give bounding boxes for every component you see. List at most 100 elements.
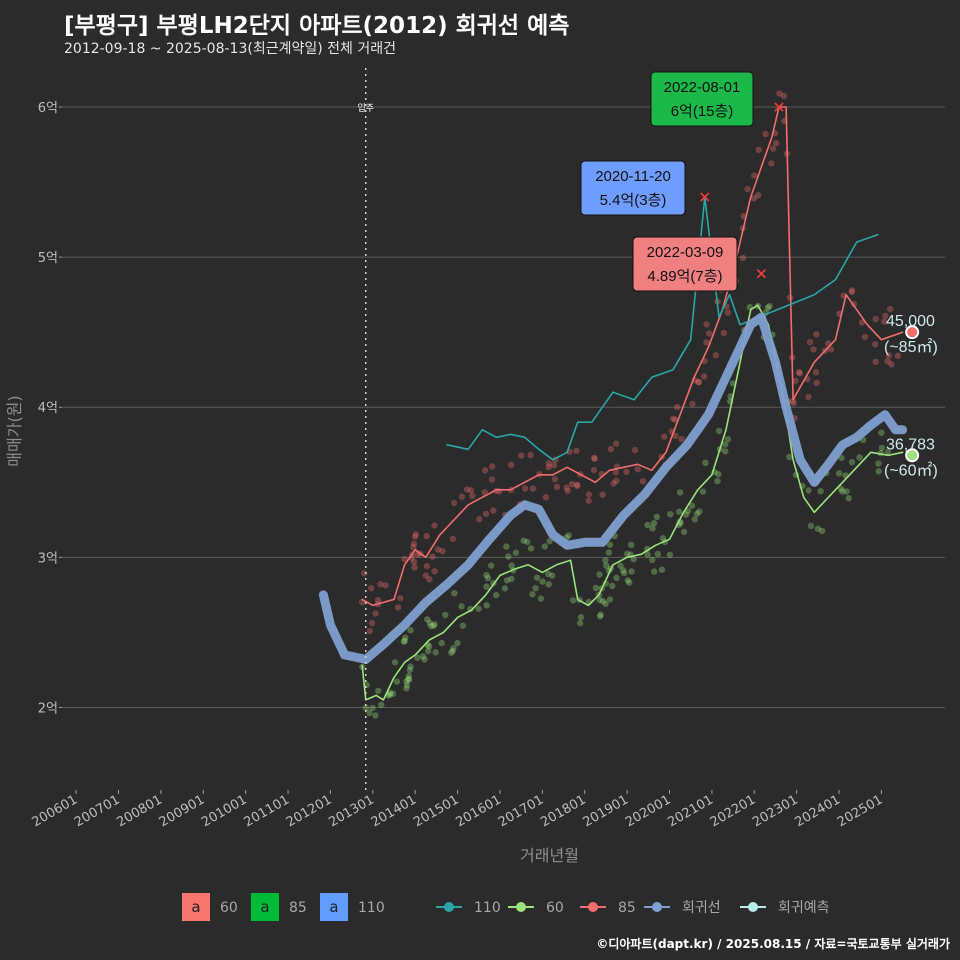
- scatter-point-85: [361, 570, 368, 577]
- scatter-point-60: [438, 639, 445, 647]
- scatter-point-85: [439, 547, 446, 555]
- scatter-point-60: [529, 591, 536, 598]
- scatter-point-60: [458, 603, 465, 610]
- scatter-point-60: [680, 528, 688, 536]
- forecast-point-85: [905, 325, 920, 340]
- scatter-point-60: [624, 550, 631, 557]
- y-axis-title: 매매가(원): [5, 395, 24, 466]
- legend-fill-swatch-60: [182, 893, 210, 921]
- legend-dot-85: [588, 902, 598, 912]
- scatter-point-85: [463, 486, 471, 493]
- scatter-point-60: [475, 605, 482, 612]
- scatter-point-60: [508, 562, 515, 569]
- scatter-point-85: [429, 553, 436, 560]
- callout-date-0: 2022-08-01: [664, 79, 741, 96]
- scatter-point-60: [403, 678, 410, 685]
- scatter-point-60: [493, 592, 500, 599]
- scatter-point-60: [419, 653, 427, 660]
- scatter-point-60: [549, 572, 556, 579]
- scatter-point-60: [658, 566, 666, 573]
- scatter-point-60: [406, 676, 413, 683]
- scatter-point-60: [659, 535, 667, 542]
- scatter-point-85: [607, 445, 615, 453]
- scatter-point-85: [431, 522, 438, 529]
- scatter-point-60: [649, 556, 656, 564]
- scatter-point-60: [431, 621, 438, 628]
- scatter-point-60: [818, 527, 826, 535]
- legend-fill-label-110: 110: [358, 900, 385, 916]
- scatter-point-85: [469, 492, 476, 499]
- scatter-point-60: [667, 511, 674, 518]
- scatter-point-85: [848, 287, 856, 294]
- legend-line-label-60: 60: [546, 900, 564, 916]
- scatter-point-60: [545, 581, 552, 588]
- scatter-point-85: [772, 140, 780, 147]
- scatter-point-60: [627, 541, 635, 549]
- scatter-point-60: [483, 572, 490, 579]
- legend-dot-110: [444, 902, 454, 912]
- scatter-point-60: [605, 549, 612, 556]
- scatter-point-60: [442, 611, 449, 619]
- scatter-point-85: [744, 185, 751, 193]
- x-tick-label-2: 200801: [114, 792, 164, 830]
- x-tick-label-9: 201501: [411, 792, 461, 830]
- scatter-point-85: [467, 487, 475, 494]
- scatter-point-85: [434, 546, 442, 553]
- scatter-point-60: [366, 709, 373, 717]
- y-tick-label-4: 6억: [38, 101, 58, 116]
- scatter-point-60: [606, 596, 614, 603]
- scatter-point-60: [405, 675, 412, 683]
- scatter-point-85: [410, 540, 418, 547]
- scatter-point-85: [623, 468, 630, 475]
- scatter-point-85: [482, 510, 490, 518]
- scatter-point-85: [612, 469, 619, 476]
- x-tick-label-17: 202301: [750, 792, 800, 830]
- callout-marker-2: [756, 269, 766, 279]
- scatter-point-85: [750, 195, 758, 202]
- scatter-point-60: [620, 567, 627, 574]
- x-tick-label-5: 201101: [242, 792, 292, 830]
- x-tick-label-14: 202001: [623, 792, 673, 830]
- scatter-point-60: [884, 448, 892, 456]
- scatter-point-85: [858, 319, 866, 326]
- callout-box-1: [580, 160, 686, 216]
- scatter-point-85: [591, 454, 598, 461]
- move-in-label: 입주: [357, 102, 374, 114]
- scatter-point-85: [700, 373, 708, 380]
- scatter-point-85: [412, 533, 419, 540]
- scatter-point-85: [612, 440, 620, 447]
- scatter-point-60: [414, 654, 421, 661]
- scatter-point-85: [599, 491, 606, 498]
- x-tick-label-18: 202401: [793, 792, 843, 830]
- scatter-point-60: [483, 583, 490, 590]
- scatter-point-60: [693, 510, 701, 517]
- scatter-point-60: [603, 562, 610, 569]
- scatter-point-85: [827, 346, 835, 353]
- scatter-point-60: [653, 513, 660, 520]
- scatter-point-60: [512, 549, 520, 556]
- scatter-point-85: [885, 352, 893, 359]
- scatter-point-85: [590, 466, 598, 474]
- scatter-point-60: [430, 622, 437, 629]
- scatter-point-85: [810, 346, 817, 353]
- scatter-point-85: [568, 481, 576, 488]
- scatter-point-60: [715, 427, 723, 435]
- scatter-point-60: [691, 516, 698, 523]
- scatter-point-60: [405, 672, 412, 680]
- legend-fill-key-85: a: [260, 898, 269, 916]
- legend-line-label-85: 85: [618, 900, 636, 916]
- scatter-point-60: [606, 541, 614, 548]
- scatter-point-85: [813, 331, 820, 338]
- legend-line-label-회귀선: 회귀선: [682, 900, 721, 916]
- scatter-point-60: [541, 543, 548, 550]
- x-axis-title: 거래년월: [520, 846, 579, 865]
- scatter-point-85: [394, 604, 402, 611]
- scatter-point-85: [476, 515, 483, 523]
- scatter-point-60: [848, 458, 856, 466]
- scatter-point-60: [817, 488, 824, 495]
- scatter-point-60: [375, 687, 382, 695]
- scatter-point-85: [490, 507, 497, 514]
- scatter-point-60: [649, 525, 656, 532]
- scatter-point-60: [378, 701, 385, 709]
- legend-fill-key-110: a: [329, 898, 338, 916]
